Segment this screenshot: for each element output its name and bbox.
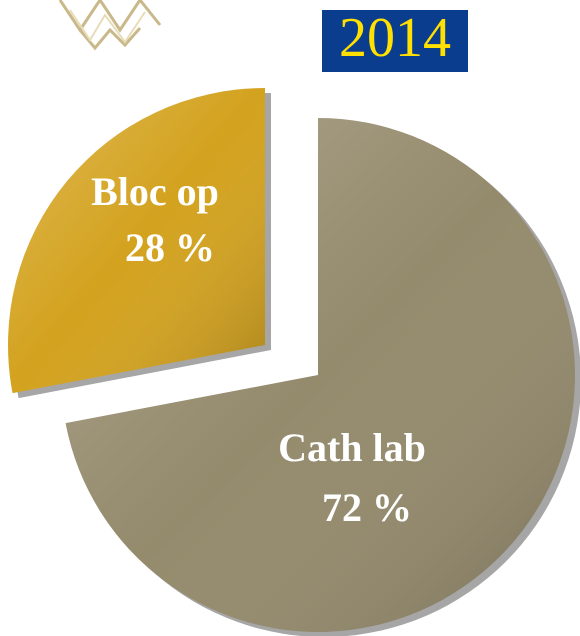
chart-title: 2014 [339, 7, 451, 69]
slice-value-label: 72 % [322, 485, 412, 530]
slice-sheen [65, 118, 575, 632]
stent-decoration [58, 0, 162, 51]
slice-label: Cath lab [278, 425, 426, 470]
pie: Cath lab 72 % Bloc op 28 % [7, 88, 580, 636]
slice-label: Bloc op [91, 169, 219, 214]
slice-value-label: 28 % [125, 225, 215, 270]
title-box [322, 10, 468, 72]
slice-sheen [7, 88, 265, 394]
